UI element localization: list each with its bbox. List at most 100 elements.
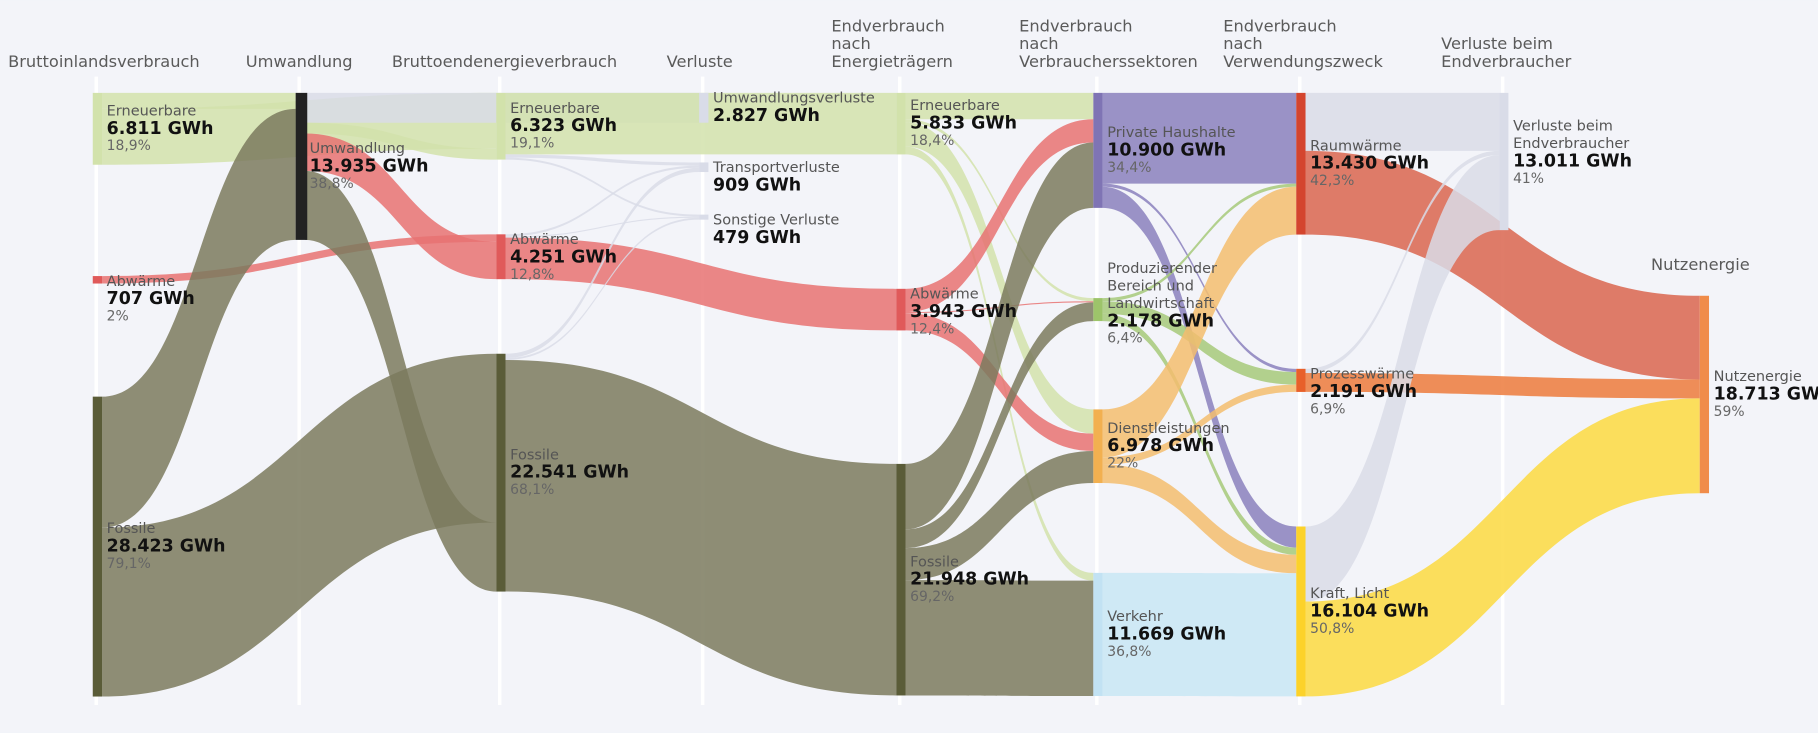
flow: [905, 313, 1094, 452]
node-bar: [496, 92, 506, 160]
node-value: 6.811 GWh: [107, 119, 214, 139]
column-header: nach: [831, 34, 870, 53]
node-bar: [1499, 92, 1509, 231]
node-value: 18.713 GWh: [1714, 384, 1818, 404]
node-label: Abwärme: [910, 287, 979, 303]
node-bar: [1093, 572, 1103, 696]
node-value: 22.541 GWh: [510, 463, 629, 483]
node-label: Erneuerbare: [910, 98, 1000, 114]
flow: [505, 92, 897, 155]
node-label: Abwärme: [510, 232, 579, 248]
node-share: 38,8%: [310, 176, 354, 192]
node-share: 19,1%: [510, 136, 554, 152]
flow: [505, 167, 700, 359]
node-label: Verkehr: [1107, 609, 1163, 625]
node-value: 21.948 GWh: [910, 570, 1029, 590]
node-label: Umwandlungsverluste: [713, 91, 875, 107]
column-header: Nutzenergie: [1651, 255, 1750, 274]
flow: [1102, 464, 1297, 574]
flow: [1102, 384, 1297, 465]
node-value: 479 GWh: [713, 228, 801, 248]
node-label: Raumwärme: [1310, 138, 1401, 154]
flow: [1305, 150, 1500, 374]
node-share: 18,4%: [910, 133, 954, 149]
node-label: Nutzenergie: [1714, 369, 1802, 385]
flow: [505, 154, 700, 166]
node-label: Prozesswärme: [1310, 367, 1414, 383]
node-value: 707 GWh: [107, 289, 195, 309]
node-value: 13.935 GWh: [310, 156, 429, 176]
node-label: Private Haushalte: [1107, 125, 1235, 141]
node-label: Landwirtschaft: [1107, 296, 1214, 312]
flow: [905, 119, 1094, 313]
flow: [1305, 92, 1500, 151]
node-value: 6.978 GWh: [1107, 436, 1214, 456]
node-share: 36,8%: [1107, 644, 1151, 660]
flow: [505, 217, 700, 360]
node-label: Fossile: [510, 447, 559, 463]
flow: [905, 122, 1094, 434]
flow: [1305, 155, 1500, 602]
flow: [905, 142, 1094, 530]
node-value: 11.669 GWh: [1107, 624, 1226, 644]
flow: [1102, 183, 1297, 372]
node-share: 22%: [1107, 456, 1138, 472]
node-share: 79,1%: [107, 556, 151, 572]
flow: [905, 451, 1094, 581]
node-share: 12,4%: [910, 321, 954, 337]
node-share: 34,4%: [1107, 160, 1151, 176]
node-label: Dienstleistungen: [1107, 421, 1229, 437]
column-header: Verluste beim: [1441, 34, 1553, 53]
flow: [1102, 313, 1297, 555]
node-share: 69,2%: [910, 589, 954, 605]
column-header: Bruttoinlandsverbrauch: [8, 52, 200, 71]
node-share: 18,9%: [107, 138, 151, 154]
flow: [905, 302, 1094, 549]
flow: [505, 157, 700, 217]
node-label: Erneuerbare: [107, 103, 197, 119]
node-value: 4.251 GWh: [510, 248, 617, 268]
column-header: Endverbrauch: [831, 16, 944, 35]
node-value: 2.827 GWh: [713, 106, 820, 126]
node-bar: [1093, 409, 1103, 484]
node-value: 3.943 GWh: [910, 302, 1017, 322]
node-label: Abwärme: [107, 274, 176, 290]
node-bar: [295, 92, 308, 240]
node-value: 28.423 GWh: [107, 537, 226, 557]
node-label: Kraft, Licht: [1310, 586, 1389, 602]
node-bar: [896, 288, 906, 331]
node-value: 6.323 GWh: [510, 116, 617, 136]
node-bar: [896, 463, 906, 696]
flow: [1305, 150, 1700, 380]
node-label: Erneuerbare: [510, 101, 600, 117]
column-header: Umwandlung: [246, 52, 353, 71]
column-header: nach: [1019, 34, 1058, 53]
node-share: 41%: [1513, 171, 1544, 187]
node-bar: [92, 276, 103, 284]
column-header: Bruttoendenergieverbrauch: [392, 52, 617, 71]
flow: [505, 216, 700, 238]
node-share: 6,9%: [1310, 401, 1345, 417]
node-bar: [1296, 92, 1306, 235]
column-header: Endverbraucher: [1441, 52, 1571, 71]
node-value: 5.833 GWh: [910, 114, 1017, 134]
node-value: 909 GWh: [713, 176, 801, 196]
node-bar: [1699, 295, 1710, 494]
flow: [304, 133, 497, 280]
flow: [102, 108, 296, 528]
flow: [1102, 183, 1297, 302]
node-share: 6,4%: [1107, 331, 1142, 347]
node-bar: [92, 396, 103, 697]
node-value: 2.178 GWh: [1107, 311, 1214, 331]
node-label: Sonstige Verluste: [713, 212, 839, 228]
node-bar: [92, 92, 103, 165]
column-header: Verluste: [667, 52, 733, 71]
flow: [1102, 572, 1297, 697]
node-share: 68,1%: [510, 482, 554, 498]
node-value: 13.430 GWh: [1310, 154, 1429, 174]
flow: [102, 234, 497, 284]
node-label: Transportverluste: [712, 160, 840, 176]
node-bar: [1296, 526, 1306, 697]
node-value: 10.900 GWh: [1107, 140, 1226, 160]
